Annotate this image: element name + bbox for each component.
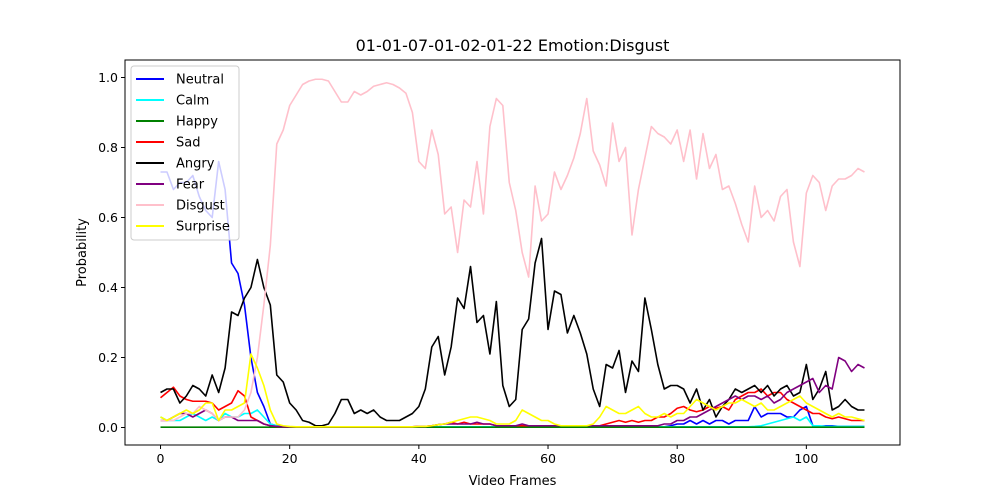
x-tick-label: 100 [794,451,818,466]
y-axis-label: Probability [75,218,90,287]
y-axis: 0.0 0.2 0.4 0.6 0.8 1.0 [98,70,125,435]
y-tick-label: 0.0 [98,420,118,435]
y-tick-label: 0.4 [98,280,118,295]
legend: Neutral Calm Happy Sad Angry Fear Disgust Surpr… [130,65,240,241]
legend-label: Calm [176,94,209,109]
chart-title: 01-01-07-01-02-01-22 Emotion:Disgust [356,36,670,55]
x-axis: 0 20 40 60 80 100 [157,445,818,466]
x-tick-label: 60 [540,451,556,466]
legend-label: Happy [176,115,218,130]
legend-label: Surprise [176,220,230,235]
series-line-fear [160,356,865,428]
y-tick-label: 0.8 [98,140,118,155]
x-tick-label: 20 [282,451,298,466]
y-tick-label: 0.2 [98,350,118,365]
plot-frame [124,59,901,446]
series-line-angry [160,237,865,427]
legend-label: Fear [176,178,205,193]
y-tick-label: 0.6 [98,210,118,225]
y-tick-label: 1.0 [98,70,118,85]
legend-label: Sad [176,136,200,151]
plot-area [125,60,900,445]
legend-label: Disgust [176,199,225,214]
x-tick-label: 40 [411,451,427,466]
series-lines [160,78,865,428]
x-axis-label: Video Frames [469,474,557,489]
legend-label: Angry [176,157,215,172]
legend-label: Neutral [176,73,224,88]
series-line-disgust [160,78,865,422]
x-tick-label: 80 [669,451,685,466]
x-tick-label: 0 [157,451,165,466]
series-line-surprise [160,353,865,428]
legend-box [130,65,240,241]
